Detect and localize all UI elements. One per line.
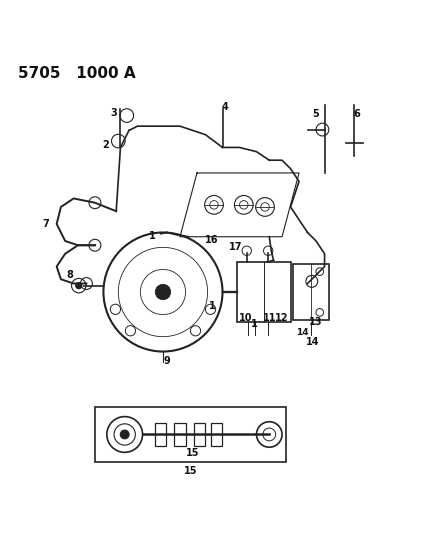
Bar [175,423,185,446]
Text: 17: 17 [229,241,242,252]
Circle shape [155,284,171,300]
Text: 14: 14 [296,328,309,337]
Text: 2: 2 [102,140,109,150]
Text: 10: 10 [239,313,253,324]
Text: 1: 1 [149,231,156,241]
Text: 11: 11 [262,313,276,324]
Text: 3: 3 [111,108,117,118]
Text: 5705   1000 A: 5705 1000 A [18,66,136,80]
Text: 14: 14 [306,337,319,347]
Text: 9: 9 [164,356,171,366]
Text: 15: 15 [184,466,197,477]
Bar [238,262,291,322]
Text: 13: 13 [309,317,323,327]
Text: 1: 1 [251,319,258,329]
Bar [193,423,205,446]
Circle shape [76,282,82,288]
Text: 16: 16 [205,235,219,245]
Bar [211,423,222,446]
Text: 4: 4 [221,102,228,112]
Text: 12: 12 [275,313,289,324]
Bar [293,264,329,320]
Text: 1: 1 [208,301,215,311]
Bar [155,423,166,446]
Text: 5: 5 [313,109,319,119]
Text: 6: 6 [354,109,360,119]
Text: 8: 8 [66,270,73,280]
Text: 7: 7 [43,219,49,229]
Text: 15: 15 [186,448,199,458]
Bar [95,407,286,462]
Circle shape [120,430,129,439]
